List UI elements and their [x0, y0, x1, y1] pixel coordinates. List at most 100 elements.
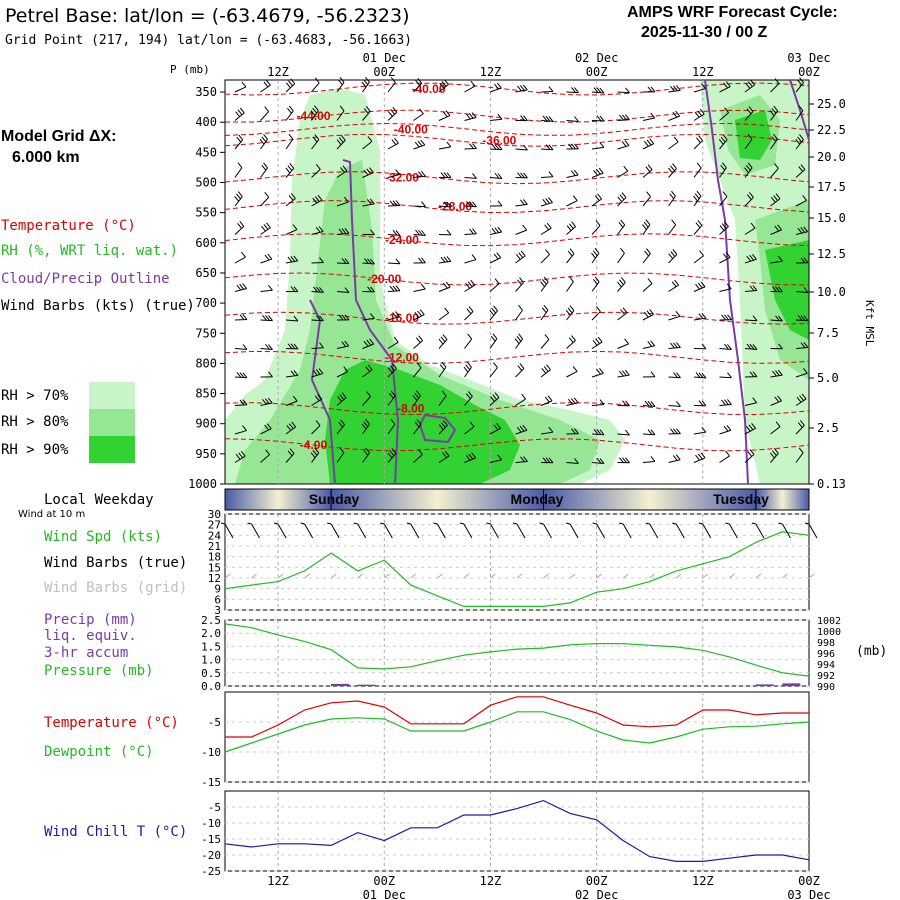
wind-barb-staff — [540, 431, 553, 435]
wind-barb-staff — [362, 203, 375, 207]
wind-barb-feather — [620, 277, 626, 283]
wind-barb-feather — [545, 198, 551, 204]
wind-barb-feather — [390, 390, 396, 397]
precip-ytick-1.0: 1.0 — [201, 654, 221, 667]
wind-barb — [489, 252, 502, 264]
wind-barb — [668, 311, 681, 321]
wind-barb-feather — [365, 366, 371, 372]
wind-barb — [770, 448, 779, 463]
wind-barb-feather — [443, 79, 449, 85]
wind-barb-staff — [234, 430, 247, 435]
wind-barb — [693, 190, 702, 207]
wind-barb — [744, 254, 757, 264]
wind-barb-staff — [413, 113, 424, 121]
wind-barb — [234, 314, 248, 321]
wind-speed-panel-frame — [224, 513, 810, 611]
wind-barb-feather — [802, 195, 808, 201]
pressure-tick-800: 800 — [195, 356, 217, 370]
temperature-contour-label-9: -12.00 — [385, 350, 419, 364]
wind-barb-feather — [242, 372, 248, 379]
wind-speed-panel-ytick-24: 24 — [208, 529, 222, 542]
wind-barb-feather — [697, 110, 703, 117]
wind-barb — [617, 457, 630, 464]
wind-barb-staff — [362, 317, 375, 321]
wind-barb-feather — [797, 315, 803, 321]
wind-barb-feather — [567, 398, 573, 405]
wind-barb — [540, 249, 550, 264]
pressure-tick-600: 600 — [195, 236, 217, 250]
precip-ytick-0.0: 0.0 — [201, 680, 221, 693]
wind-barb-feather — [266, 423, 272, 429]
precip-bar-0 — [331, 683, 350, 686]
wind-barb — [719, 221, 729, 235]
local-weekday-label: Local Weekday — [44, 492, 154, 508]
wind-barb-staff — [234, 167, 243, 178]
wind-barb-staff — [489, 148, 503, 151]
wind-barb — [540, 334, 550, 349]
wind-barb — [311, 134, 320, 150]
wind-barb — [566, 221, 576, 235]
wind-barb-feather — [241, 251, 246, 258]
wind-barb-feather — [746, 255, 752, 262]
temperature-contour-9 — [224, 350, 810, 364]
wind-barb-feather — [718, 139, 724, 145]
wind-barb — [770, 255, 783, 264]
wind-barb-feather — [698, 372, 704, 379]
surface-wind-barb-staff — [251, 523, 260, 539]
temperature-contour-7 — [224, 272, 810, 286]
wind-barb-staff — [795, 82, 804, 93]
wind-barb — [438, 141, 452, 150]
wind-barb-staff — [744, 138, 753, 150]
wind-barb-feather — [749, 192, 754, 198]
wind-barb — [234, 450, 246, 463]
wind-barb-feather — [237, 191, 243, 197]
surface-wind-barb-feather — [353, 522, 358, 525]
wind-barb-feather — [263, 81, 269, 88]
wind-barb-feather — [775, 286, 780, 293]
wind-barb-feather — [235, 111, 241, 118]
wind-barb-feather — [242, 399, 248, 406]
wind-barb — [260, 371, 273, 378]
wind-barb-feather — [268, 344, 273, 350]
wind-barb — [438, 361, 447, 378]
wind-barb-feather — [312, 369, 318, 376]
wind-barb — [617, 140, 630, 150]
wind-barb-feather — [472, 173, 477, 179]
wind-barb-staff — [744, 454, 755, 463]
wind-barb — [719, 314, 732, 321]
wind-barb-staff — [566, 174, 579, 178]
wind-barb-feather — [697, 282, 703, 289]
wind-barb-staff — [336, 291, 349, 293]
wind-barb-feather — [315, 226, 321, 233]
wind-barb-feather — [774, 78, 780, 84]
wind-barb-feather — [392, 200, 398, 206]
wind-barb — [310, 447, 320, 463]
wind-barb-feather — [493, 362, 498, 368]
wind-barb-feather — [724, 343, 729, 350]
wind-barb — [413, 419, 422, 435]
wind-barb — [591, 457, 605, 464]
wind-barb-feather — [236, 136, 242, 143]
wind-barb-feather — [441, 81, 447, 87]
wind-barb-feather — [668, 253, 674, 260]
wind-barb — [234, 344, 248, 350]
wind-barb — [769, 105, 779, 121]
wind-barb-feather — [771, 107, 777, 114]
wind-barb-feather — [494, 392, 500, 398]
grid-wind-barb-staff — [463, 573, 470, 579]
wind-barb-feather — [341, 258, 347, 264]
wind-barb-feather — [726, 424, 732, 431]
wind-barb-staff — [591, 198, 602, 207]
wind-barb-staff — [770, 426, 781, 435]
kft-tick-5: 12.5 — [817, 247, 846, 261]
wind-barb-staff — [540, 400, 553, 406]
wind-barb-feather — [721, 223, 727, 229]
wind-barb-feather — [343, 196, 349, 203]
grid-wind-barb-staff — [755, 573, 762, 579]
wind-barb-staff — [617, 145, 630, 150]
wind-barb — [795, 447, 804, 463]
pressure-ytick-994: 994 — [817, 660, 835, 671]
wind-barb — [770, 369, 783, 378]
wind-barb-staff — [566, 310, 575, 321]
wind-barb-feather — [340, 167, 345, 173]
